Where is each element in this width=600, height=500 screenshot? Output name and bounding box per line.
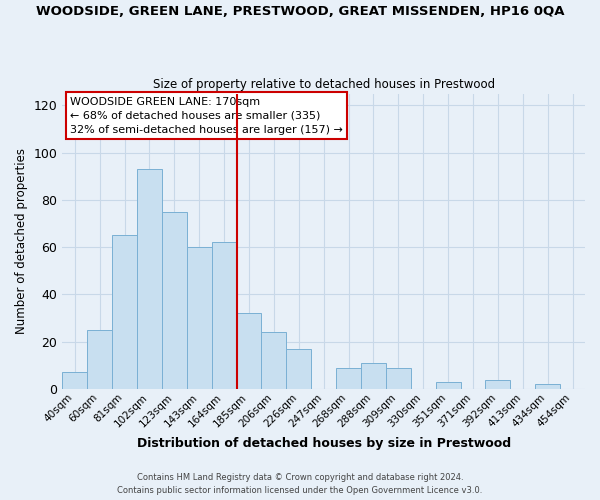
Bar [162,212,187,389]
Text: WOODSIDE GREEN LANE: 170sqm
← 68% of detached houses are smaller (335)
32% of se: WOODSIDE GREEN LANE: 170sqm ← 68% of det… [70,96,343,134]
X-axis label: Distribution of detached houses by size in Prestwood: Distribution of detached houses by size … [137,437,511,450]
Text: Contains HM Land Registry data © Crown copyright and database right 2024.
Contai: Contains HM Land Registry data © Crown c… [118,474,482,495]
Text: WOODSIDE, GREEN LANE, PRESTWOOD, GREAT MISSENDEN, HP16 0QA: WOODSIDE, GREEN LANE, PRESTWOOD, GREAT M… [36,5,564,18]
Bar [62,372,87,389]
Y-axis label: Number of detached properties: Number of detached properties [15,148,28,334]
Bar [286,349,311,389]
Bar [485,380,511,389]
Bar [87,330,112,389]
Bar [436,382,461,389]
Bar [112,236,137,389]
Bar [212,242,236,389]
Bar [386,368,411,389]
Bar [535,384,560,389]
Bar [187,247,212,389]
Bar [336,368,361,389]
Bar [236,314,262,389]
Title: Size of property relative to detached houses in Prestwood: Size of property relative to detached ho… [152,78,495,91]
Bar [262,332,286,389]
Bar [137,169,162,389]
Bar [361,363,386,389]
